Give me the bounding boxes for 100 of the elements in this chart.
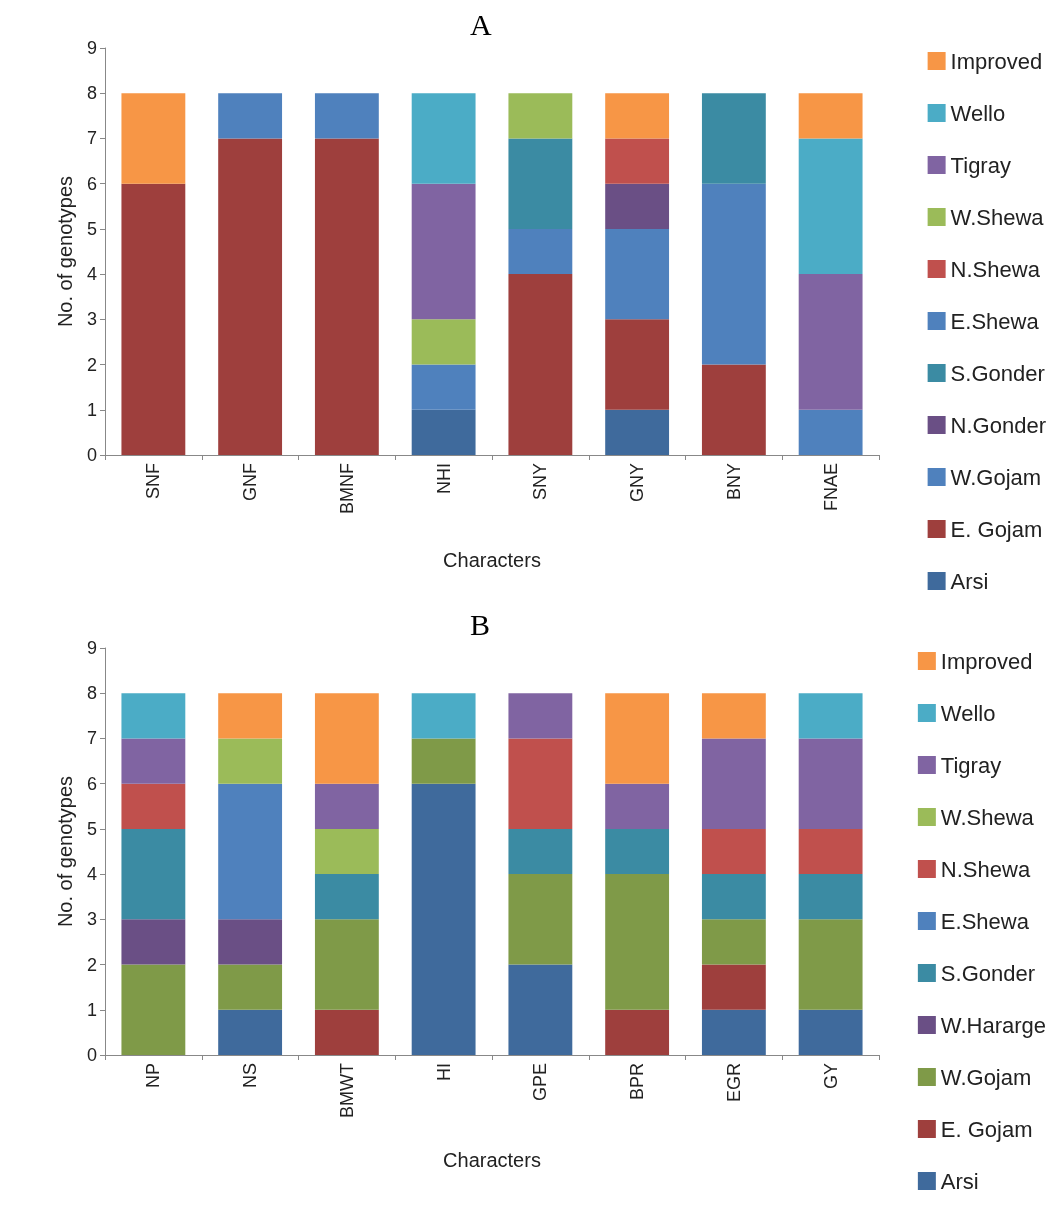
x-tick-label: GY	[820, 1063, 841, 1090]
bar	[798, 738, 863, 829]
bar	[411, 319, 476, 365]
y-tick-label: 3	[86, 309, 97, 330]
y-tick-label: 2	[86, 954, 97, 975]
legend-label: Wello	[950, 100, 1006, 126]
y-axis-title: No. of genotypes	[54, 775, 76, 928]
legend-label: Tigray	[940, 752, 1002, 778]
bar	[701, 874, 766, 920]
bar	[605, 228, 670, 320]
x-tick-label: FNAE	[820, 463, 841, 512]
bar	[798, 93, 863, 139]
legend-label: E. Gojam	[950, 516, 1043, 542]
x-tick-label: NP	[143, 1063, 164, 1089]
bar	[314, 874, 379, 920]
bar	[314, 919, 379, 1010]
bar	[314, 1009, 379, 1055]
chart-title: B	[470, 607, 491, 641]
x-tick-label: SNF	[143, 463, 164, 499]
bar	[411, 783, 476, 1055]
x-tick-label: BNY	[723, 463, 744, 501]
legend-label: Arsi	[950, 568, 989, 594]
bar	[508, 693, 573, 739]
bar	[218, 738, 283, 784]
x-tick-label: GNF	[240, 463, 261, 501]
bar	[218, 919, 283, 965]
y-tick-label: 1	[86, 999, 97, 1020]
legend-label: S.Gonder	[940, 960, 1036, 986]
bar	[121, 93, 186, 184]
y-tick-label: 8	[86, 83, 97, 104]
bar	[605, 319, 670, 410]
y-tick-label: 6	[86, 173, 97, 194]
bar	[218, 93, 283, 139]
bar	[798, 828, 863, 875]
x-tick-label: BMWT	[336, 1063, 357, 1118]
bar	[701, 93, 766, 184]
bar	[605, 1009, 670, 1055]
y-tick-label: 9	[86, 38, 97, 58]
bar	[218, 138, 283, 455]
x-tick-label: BPR	[627, 1063, 648, 1101]
legend-label: Tigray	[950, 152, 1011, 178]
bar	[508, 274, 573, 455]
bar	[411, 738, 476, 784]
bar	[121, 964, 186, 1055]
y-tick-label: 0	[86, 445, 97, 465]
y-tick-label: 7	[86, 728, 97, 749]
bar	[798, 409, 863, 455]
bar	[218, 693, 283, 739]
bar	[508, 874, 573, 965]
bar	[605, 409, 670, 455]
bar	[798, 1009, 863, 1055]
x-tick-label: NHI	[433, 463, 454, 494]
bar	[605, 874, 670, 1010]
chart-title: A	[470, 7, 492, 41]
legend-label: W.Hararge	[940, 1012, 1047, 1038]
legend-label: W.Shewa	[950, 204, 1045, 230]
bar	[605, 693, 670, 784]
bar	[121, 693, 186, 739]
bar	[605, 783, 670, 829]
x-tick-label: SNY	[530, 463, 551, 501]
legend-label: Arsi	[940, 1168, 979, 1194]
y-tick-label: 5	[86, 218, 97, 239]
bar	[701, 1009, 766, 1055]
y-tick-label: 2	[86, 354, 97, 375]
bar	[121, 183, 186, 455]
bar	[798, 138, 863, 275]
legend-label: E.Shewa	[950, 308, 1040, 334]
bar	[798, 274, 863, 410]
bar	[701, 738, 766, 829]
bar	[121, 738, 186, 784]
bar	[508, 228, 573, 275]
bar	[508, 93, 573, 139]
bar	[798, 693, 863, 739]
bar	[411, 183, 476, 320]
bar	[121, 783, 186, 829]
y-tick-label: 6	[86, 773, 97, 794]
legend-label: Wello	[940, 700, 996, 726]
legend-label: E.Shewa	[940, 908, 1030, 934]
bar	[605, 828, 670, 875]
bar	[508, 964, 573, 1055]
x-tick-label: NS	[240, 1063, 261, 1089]
bar	[314, 783, 379, 829]
x-tick-label: GNY	[627, 463, 648, 503]
y-tick-label: 4	[86, 264, 97, 285]
x-tick-label: BMNF	[336, 463, 357, 514]
bar	[411, 364, 476, 410]
bar	[508, 138, 573, 229]
bar	[121, 919, 186, 965]
y-tick-label: 0	[86, 1045, 97, 1065]
bar	[314, 693, 379, 784]
bar	[411, 409, 476, 455]
bar	[314, 828, 379, 875]
legend-label: S.Gonder	[950, 360, 1045, 386]
bar	[121, 828, 186, 920]
legend-label: E. Gojam	[940, 1116, 1033, 1142]
legend-label: N.Shewa	[950, 256, 1041, 282]
y-tick-label: 7	[86, 128, 97, 149]
bar	[701, 183, 766, 365]
y-tick-label: 9	[86, 638, 97, 658]
y-axis-title: No. of genotypes	[54, 175, 76, 328]
